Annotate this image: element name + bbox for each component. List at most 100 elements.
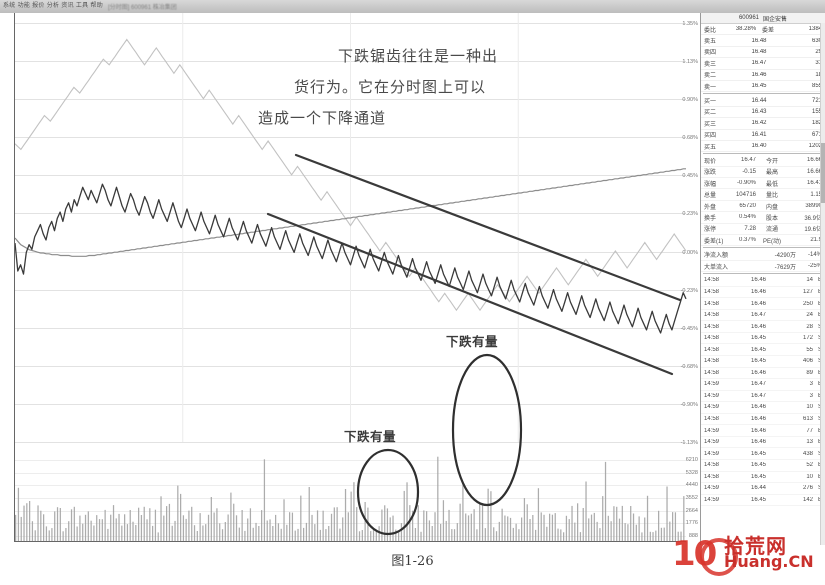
quote-scrollbar[interactable] [820, 23, 825, 545]
ask-label: 卖二 [704, 73, 717, 80]
flow-row: 净流入额 -4290万 -14% [701, 249, 825, 261]
ask-list[interactable]: 卖五 16.48 630 卖四 16.48 29 卖三 16.47 31 卖二 16.46 18 卖一 1… [701, 35, 825, 93]
bid-list[interactable]: 买一 16.44 721 买二 16.43 155 买三 16.42 182 买四 16.41 671… [701, 95, 825, 153]
tick-row[interactable]: 14:58 16.46 127B [701, 287, 825, 299]
volume-bar [59, 508, 61, 541]
tick-row[interactable]: 14:59 16.46 77B [701, 425, 825, 437]
volume-axis-label: 2664 [685, 508, 698, 514]
ask-row[interactable]: 卖三 16.47 31 [701, 58, 825, 70]
volume-bar [280, 528, 282, 541]
volume-bar [174, 520, 176, 541]
ask-price: 16.46 [751, 71, 767, 78]
tick-row[interactable]: 14:59 16.47 3B [701, 391, 825, 403]
stat-key-1: 外盘 [704, 204, 717, 211]
tick-flag: S [813, 451, 822, 457]
volume-bar [45, 526, 48, 541]
volume-bar [456, 523, 458, 541]
volume-bar [266, 520, 268, 541]
tick-time: 14:59 [704, 392, 720, 399]
volume-bar [353, 482, 355, 541]
tick-row[interactable]: 14:59 16.44 276S [701, 483, 825, 495]
volume-bar [618, 518, 621, 541]
tick-flag: S [813, 324, 822, 330]
volume-bar [328, 526, 330, 541]
tick-row[interactable]: 14:59 16.47 3B [701, 379, 825, 391]
tick-row[interactable]: 14:59 16.45 142B [701, 495, 825, 507]
tick-row[interactable]: 14:58 16.45 406S [701, 356, 825, 368]
tick-time: 14:59 [704, 496, 720, 503]
volume-bar [54, 511, 56, 541]
tick-list[interactable]: 14:5816.4614B14:5816.46127B14:5816.46250… [701, 275, 825, 507]
ask-row[interactable]: 卖五 16.48 630 [701, 35, 825, 47]
volume-bar [118, 513, 120, 541]
volume-chart-area[interactable] [0, 456, 700, 545]
tick-volume: 127 [802, 289, 813, 296]
volume-bar [132, 521, 134, 541]
tick-price: 16.46 [750, 439, 766, 446]
quote-panel[interactable]: 600961 国企安售 委比 38.28% 委差 1384 卖五 16.48 630… [701, 13, 825, 545]
volume-bar [509, 517, 512, 541]
volume-bar [177, 485, 179, 541]
tick-flag: B [813, 428, 822, 434]
tick-row[interactable]: 14:58 16.45 10B [701, 472, 825, 484]
volume-bar [221, 529, 224, 541]
tick-flag: B [813, 277, 822, 283]
volume-bar [344, 489, 347, 541]
volume-bar [258, 526, 260, 541]
ask-volume: 630 [811, 37, 822, 44]
tick-row[interactable]: 14:58 16.46 14B [701, 275, 825, 287]
volume-bar [462, 481, 464, 541]
bid-price: 16.40 [751, 143, 767, 150]
ask-row[interactable]: 卖四 16.48 29 [701, 47, 825, 59]
volume-axis-label: 6210 [685, 457, 698, 463]
bid-price: 16.42 [751, 120, 767, 127]
tick-row[interactable]: 14:58 16.46 28S [701, 321, 825, 333]
volume-bar [138, 507, 140, 541]
volume-bar [632, 513, 635, 541]
volume-bar [143, 506, 145, 541]
volume-bar [644, 517, 646, 541]
quote-scrollbar-thumb[interactable] [821, 143, 825, 203]
tick-row[interactable]: 14:58 16.46 89B [701, 368, 825, 380]
stat-key-2: 今开 [765, 158, 778, 165]
volume-bar [400, 523, 403, 541]
volume-annotation-right: 下跌有量 [446, 334, 499, 349]
volume-bar [660, 527, 663, 541]
volume-bar [110, 514, 112, 541]
tick-row[interactable]: 14:59 16.45 438S [701, 448, 825, 460]
tick-row[interactable]: 14:58 16.47 24B [701, 310, 825, 322]
watermark-ring-icon [700, 538, 738, 576]
tick-row[interactable]: 14:59 16.46 13B [701, 437, 825, 449]
bid-row[interactable]: 买三 16.42 182 [701, 118, 825, 130]
volume-axis-label: 3552 [685, 495, 698, 501]
stat-key-2: 内盘 [765, 204, 778, 211]
tick-time: 14:58 [704, 323, 720, 330]
bid-row[interactable]: 买一 16.44 721 [701, 95, 825, 107]
bid-row[interactable]: 买五 16.40 1202 [701, 141, 825, 153]
tick-row[interactable]: 14:58 16.46 613S [701, 414, 825, 426]
price-axis-label: -0.90% [680, 401, 698, 408]
ask-volume: 855 [811, 83, 822, 90]
tick-time: 14:59 [704, 427, 720, 434]
volume-bar [526, 504, 528, 541]
ask-row[interactable]: 卖二 16.46 18 [701, 70, 825, 81]
tick-time: 14:58 [704, 369, 720, 376]
weibi-row: 委比 38.28% 委差 1384 [701, 24, 825, 36]
volume-bar [314, 524, 316, 541]
tick-row[interactable]: 14:58 16.45 55S [701, 344, 825, 357]
volume-bar [149, 508, 151, 541]
tick-row[interactable]: 14:58 16.45 172S [701, 333, 825, 345]
bid-row[interactable]: 买二 16.43 155 [701, 107, 825, 119]
tick-volume: 77 [806, 427, 813, 434]
tick-row[interactable]: 14:58 16.45 52B [701, 460, 825, 472]
volume-bar [495, 531, 498, 541]
volume-bar [283, 499, 285, 541]
menu-bar-label[interactable]: 系统 功能 报价 分析 资讯 工具 帮助 [3, 3, 104, 9]
volume-bar [367, 507, 369, 541]
bid-row[interactable]: 买四 16.41 671 [701, 130, 825, 141]
intraday-chart-pane[interactable]: 1.35% 1.13% 0.90% 0.68% 0.45% 0.23% 0.00% -0.23… [0, 13, 701, 545]
tick-row[interactable]: 14:59 16.46 10S [701, 402, 825, 414]
volume-bar [426, 511, 428, 541]
tick-row[interactable]: 14:58 16.46 250B [701, 298, 825, 310]
ask-row[interactable]: 卖一 16.45 855 [701, 81, 825, 93]
